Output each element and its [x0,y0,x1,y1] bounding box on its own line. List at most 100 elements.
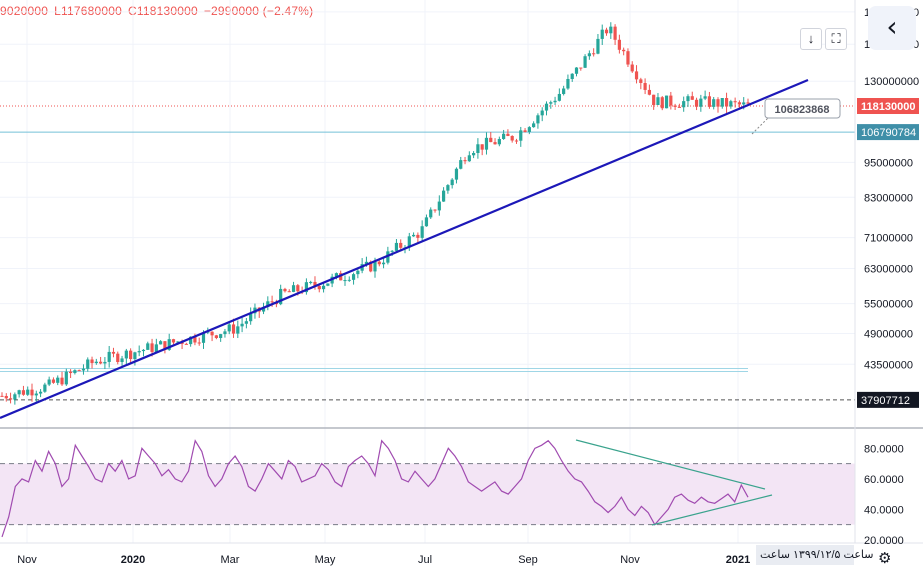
candle-body [476,144,480,154]
candle-body [377,261,381,265]
candle-body [381,262,386,265]
candlestick-series [0,22,750,405]
gear-icon[interactable]: ⚙ [878,549,892,567]
y-tick-label: 43500000 [864,359,913,371]
horizontal-levels [0,105,855,401]
candle-body [86,359,90,369]
rsi-tick-label: 80.0000 [864,443,904,455]
date-footer-box [756,545,854,565]
x-tick-label: Nov [17,554,37,566]
y-tick-label: 63000000 [864,264,913,276]
candle-body [309,281,313,283]
rsi-channel-lower [651,494,773,526]
candle-body [4,395,8,399]
candle-body [647,89,651,95]
candle-body [579,67,583,69]
candle-body [159,341,163,345]
candle-body [210,331,214,336]
fullscreen-icon[interactable]: ⛶ [825,28,847,50]
candle-body [566,78,570,89]
candle-body [664,95,669,109]
candle-body [716,99,720,107]
candle-body [459,160,463,169]
candle-body [669,95,673,106]
candle-body [347,279,351,281]
candle-body [514,140,519,142]
candle-body [596,38,600,54]
candle-body [334,273,339,277]
candle-body [43,384,47,392]
candle-body [141,349,146,352]
candle-body [562,88,566,94]
x-tick-label: 2020 [121,554,145,566]
candle-body [261,306,266,312]
ohlc-open: 9020000 [0,4,49,18]
candle-body [390,250,394,252]
candle-body [0,395,4,397]
candle-body [609,26,613,34]
candle-body [574,67,579,74]
candle-body [523,130,527,132]
rsi-tick-label: 60.0000 [864,474,904,486]
candle-body [313,281,317,287]
candle-body [68,371,73,374]
candle-body [549,102,553,104]
candle-body [291,285,296,292]
candle-body [724,98,729,107]
candle-body [197,342,201,344]
rsi-band-fill [0,463,855,525]
candle-body [643,82,647,90]
candle-body [154,344,158,352]
trendline [0,78,809,420]
candle-body [386,251,390,263]
candle-body [240,323,244,327]
base-level-badge [857,391,919,408]
candle-body [746,102,750,104]
rsi-series [1,439,773,538]
candle-body [682,101,686,108]
candle-body [493,142,497,145]
candle-body [231,324,236,334]
candle-body [656,97,660,106]
candle-body [287,291,291,293]
candle-body [540,110,544,116]
candle-body [219,334,223,338]
candle-body [26,389,30,395]
candle-body [60,377,64,385]
candle-body [163,341,167,350]
chevron-left-icon[interactable]: ‹ [868,6,916,50]
candle-body [321,285,326,290]
x-tick-label: Jul [418,554,432,566]
support-label: 106790784 [861,127,916,139]
candle-body [703,96,707,99]
candle-body [570,73,574,79]
trendline-label-box [764,98,841,119]
candle-body [266,301,270,307]
candle-body [720,98,724,107]
candle-body [171,339,176,343]
date-footer: ساعت ۱۳۹۹/۱۲/۵ ساعت [760,549,874,561]
trendline-label: 106823868 [774,104,829,116]
candle-body [660,97,664,109]
candle-body [677,106,682,108]
candle-body [733,101,737,103]
candle-body [30,389,34,396]
x-tick-label: 2021 [726,554,750,566]
candle-body [38,391,43,394]
rsi-line [1,439,749,538]
candle-body [639,79,643,83]
candle-body [420,226,424,238]
y-tick-label: 130000000 [864,76,919,88]
candle-body [244,321,248,324]
candle-body [506,133,510,137]
candle-body [184,343,188,345]
candle-body [484,137,489,150]
candle-body [429,209,433,218]
candle-body [77,370,81,372]
candle-body [690,96,694,100]
candle-body [73,370,77,374]
candle-body [129,350,133,360]
x-tick-label: Mar [221,554,240,566]
download-arrow-icon[interactable]: ↓ [800,28,822,50]
